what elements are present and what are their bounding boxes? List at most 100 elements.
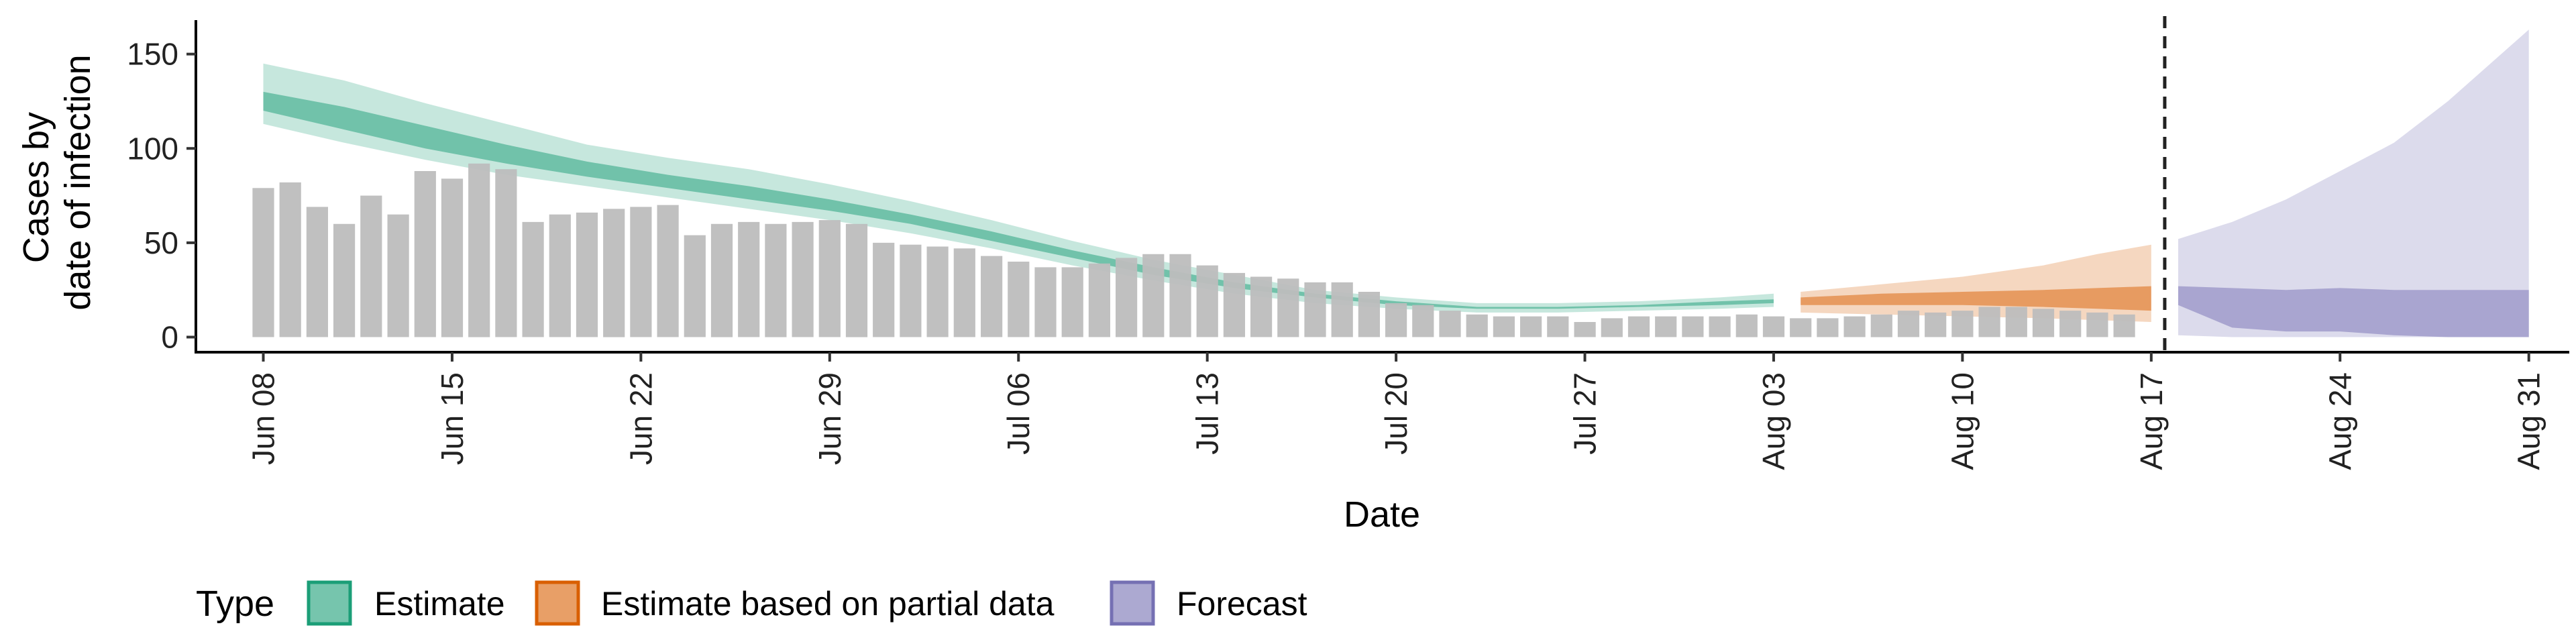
bar-day-13 <box>603 209 625 337</box>
bar-day-33 <box>1142 254 1165 337</box>
bar-day-68 <box>2086 312 2108 337</box>
bar-day-31 <box>1088 263 1110 337</box>
x-tick-label-aug-31: Aug 31 <box>2512 372 2546 470</box>
bar-day-42 <box>1385 303 1407 337</box>
bar-day-12 <box>576 212 598 337</box>
bar-day-46 <box>1493 316 1515 337</box>
bar-day-38 <box>1277 278 1299 337</box>
y-tick-label-0: 0 <box>161 320 178 355</box>
bar-day-67 <box>2059 311 2082 337</box>
bar-day-61 <box>1897 311 1920 337</box>
bar-day-32 <box>1116 258 1138 337</box>
bar-day-5 <box>387 214 409 337</box>
y-tick-label-50: 50 <box>144 225 178 260</box>
bar-day-51 <box>1627 316 1650 337</box>
x-tick-label-jul-27: Jul 27 <box>1568 372 1603 455</box>
bar-day-66 <box>2032 309 2055 337</box>
x-tick-label-jun-08: Jun 08 <box>246 372 281 465</box>
x-tick-label-jul-13: Jul 13 <box>1190 372 1225 455</box>
legend-label-estimate: Estimate <box>374 585 505 623</box>
bar-day-29 <box>1034 267 1057 337</box>
legend-swatch-forecast <box>1110 580 1155 626</box>
bar-day-59 <box>1843 316 1866 337</box>
x-tick-label-aug-24: Aug 24 <box>2322 372 2357 470</box>
bar-day-57 <box>1790 318 1812 337</box>
legend-label-forecast: Forecast <box>1177 585 1307 623</box>
bar-day-18 <box>738 221 760 337</box>
legend-swatch-estimate <box>307 580 352 626</box>
bar-day-56 <box>1762 316 1785 337</box>
ribbon-layer <box>263 30 2529 337</box>
bar-day-37 <box>1250 276 1273 337</box>
legend-swatch-partial <box>535 580 580 626</box>
bar-day-55 <box>1735 314 1758 337</box>
legend-label-partial: Estimate based on partial data <box>601 585 1055 623</box>
y-tick-label-150: 150 <box>127 37 178 72</box>
bar-day-17 <box>710 223 733 337</box>
bar-day-14 <box>630 207 652 337</box>
x-tick-label-aug-10: Aug 10 <box>1945 372 1980 470</box>
bar-day-16 <box>684 235 706 337</box>
bar-day-50 <box>1601 318 1623 337</box>
bar-day-6 <box>414 171 436 337</box>
y-axis-title: Cases by date of infection <box>16 54 98 310</box>
y-axis-title-line-1: Cases by <box>16 112 56 263</box>
bar-day-7 <box>441 178 464 337</box>
bar-day-11 <box>549 214 571 337</box>
bar-day-52 <box>1655 316 1677 337</box>
y-tick-label-100: 100 <box>127 131 178 166</box>
bar-day-9 <box>495 169 517 337</box>
bar-day-44 <box>1439 311 1461 337</box>
bar-day-35 <box>1196 265 1218 337</box>
bar-day-41 <box>1358 292 1380 337</box>
bar-day-8 <box>468 163 490 337</box>
bar-day-34 <box>1169 254 1191 337</box>
y-axis-title-line-2: date of infection <box>58 54 98 310</box>
band-outer-partial <box>1801 244 2151 322</box>
bar-day-65 <box>2005 307 2027 337</box>
bar-day-26 <box>953 248 975 337</box>
x-tick-label-aug-17: Aug 17 <box>2134 372 2169 470</box>
bar-day-3 <box>333 223 356 337</box>
bar-day-60 <box>1870 314 1892 337</box>
bar-day-27 <box>981 256 1003 337</box>
bar-day-62 <box>1925 312 1947 337</box>
x-axis-title: Date <box>1344 494 1420 535</box>
bar-day-10 <box>522 221 544 337</box>
x-tick-label-jul-06: Jul 06 <box>1001 372 1036 455</box>
bar-day-36 <box>1223 272 1245 337</box>
bar-day-43 <box>1412 305 1434 337</box>
bar-day-20 <box>792 221 814 337</box>
x-tick-label-aug-03: Aug 03 <box>1756 372 1791 470</box>
bar-day-54 <box>1709 316 1731 337</box>
bar-day-24 <box>900 244 922 337</box>
x-tick-label-jun-29: Jun 29 <box>812 372 847 465</box>
bar-day-63 <box>1951 311 1974 337</box>
bar-day-58 <box>1817 318 1839 337</box>
bar-day-4 <box>360 195 382 337</box>
bar-layer <box>252 163 2135 337</box>
bar-day-47 <box>1520 316 1542 337</box>
axes-layer: 0 50 100 150 Jun 08 Jun 15 Jun 22 Jun 29 Jul 06 J… <box>127 20 2569 470</box>
bar-day-21 <box>818 220 841 337</box>
bar-day-19 <box>765 223 787 337</box>
bar-day-45 <box>1466 314 1488 337</box>
legend: Type Estimate Estimate based on partial … <box>196 580 1307 626</box>
bar-day-39 <box>1304 282 1326 337</box>
band-inner-partial <box>1801 286 2151 311</box>
bar-day-1 <box>279 182 301 337</box>
bar-day-28 <box>1008 262 1030 337</box>
bar-day-64 <box>1978 307 2000 337</box>
bar-day-2 <box>306 207 328 337</box>
band-outer-forecast <box>2178 30 2529 337</box>
bar-day-69 <box>2113 314 2135 337</box>
bar-day-48 <box>1547 316 1569 337</box>
bar-day-49 <box>1574 322 1596 337</box>
band-inner-forecast <box>2178 286 2529 337</box>
bar-day-23 <box>873 242 895 337</box>
bar-day-22 <box>845 223 868 337</box>
bar-day-40 <box>1331 282 1353 337</box>
legend-title: Type <box>196 584 274 624</box>
x-tick-label-jul-20: Jul 20 <box>1379 372 1413 455</box>
